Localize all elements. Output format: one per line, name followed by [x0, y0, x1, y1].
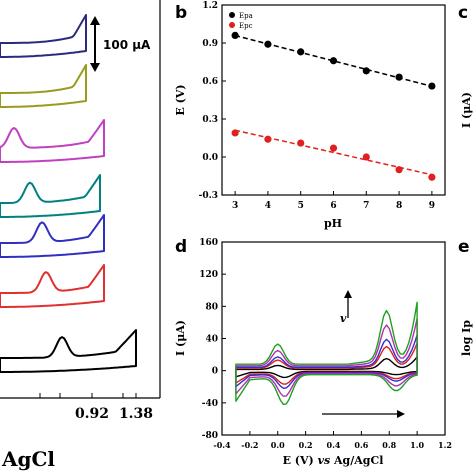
panel-b-letter: b [175, 3, 187, 23]
panel-b-ticks: 3 4 5 6 7 8 9 -0.3 0.0 0.3 0.6 0.9 1.2 [199, 1, 435, 211]
x-title-part: E (V) [283, 454, 318, 467]
panel-d-y-axis-title: I (μA) [174, 320, 187, 356]
panel-b-x-tick-label: 7 [363, 201, 369, 211]
panel-e-letter: e [458, 237, 470, 257]
scan-rate-arrow-head [344, 290, 352, 298]
panel-b-data-point [395, 166, 403, 174]
panel-a-x-tick-label: 1.38 [119, 406, 153, 422]
panel-b-data-point [362, 67, 370, 75]
panel-b-y-tick-label: 0.9 [202, 39, 218, 49]
panel-a-cv-curve [0, 64, 87, 108]
legend-marker-epa [229, 12, 235, 18]
panel-d-x-tick-label: -0.4 [213, 440, 231, 450]
panel-b-legend: Epa Epc [229, 12, 253, 30]
panel-b-x-tick-label: 3 [232, 201, 238, 211]
panel-d-frame [221, 241, 446, 436]
panel-e-y-axis-title: log Ip [460, 320, 473, 356]
panel-d-x-axis-title: E (V) vs Ag/AgCl [283, 454, 384, 467]
panel-a-cv-curve [0, 214, 105, 258]
panel-b-x-axis-title: pH [324, 217, 342, 230]
panel-d-x-tick-label: -0.2 [241, 440, 258, 450]
panel-d-y-tick-label: 40 [205, 335, 218, 345]
scale-bar-arrow-up [90, 16, 100, 25]
panel-b-data-point [362, 153, 370, 161]
panel-b-x-tick-label: 5 [298, 201, 304, 211]
panel-a-x-tick-label: 0.92 [75, 406, 109, 422]
panel-b-data-point [264, 135, 272, 143]
legend-label-epa: Epa [239, 12, 253, 20]
panel-d-x-tick-label: 0.8 [382, 440, 396, 450]
scale-bar-label: 100 μA [103, 38, 151, 52]
panel-b-data-point [264, 40, 272, 48]
panel-d-ticks: -0.4 -0.2 0.0 0.2 0.4 0.6 0.8 1.0 1.2 -80 -40 0 40 80… [199, 238, 452, 450]
panel-d-y-tick-label: 0 [212, 367, 218, 377]
panel-b-data-point [297, 48, 305, 56]
panel-b-x-tick-label: 6 [330, 201, 336, 211]
panel-b-y-tick-label: 0.0 [202, 153, 218, 163]
panel-b-x-tick-label: 9 [429, 201, 435, 211]
panel-b-data-point [428, 82, 436, 90]
panel-c-y-axis-title: I (μA) [460, 92, 473, 128]
panel-b-data-point [428, 173, 436, 181]
panel-d-y-tick-label: -80 [202, 431, 218, 441]
x-title-part: Ag/AgCl [330, 454, 383, 467]
panel-a-cv-curve [0, 119, 105, 163]
panel-d-cv-curve [235, 334, 418, 389]
panel-b-fit-line [234, 129, 433, 176]
panel-d-y-tick-label: 160 [199, 238, 218, 248]
panel-d-y-tick-label: -40 [202, 399, 218, 409]
panel-a-curves [0, 14, 137, 373]
panel-d-x-tick-label: 1.2 [438, 440, 452, 450]
panel-a-cv-curve [0, 14, 87, 58]
panel-b-x-tick-label: 8 [396, 201, 402, 211]
panel-d-cv-curve [235, 318, 418, 397]
panel-b-y-tick-label: 0.6 [202, 77, 218, 87]
panel-a: 0.92 1.38 AgCl 100 μA [0, 0, 161, 471]
panel-b-data-point [297, 139, 305, 147]
panel-d: d -0.4 -0.2 0.0 0.2 0.4 0.6 0.8 1.0 1.2 -80 -40 0 40… [174, 237, 452, 467]
scan-direction-arrow-head [397, 410, 405, 418]
panel-b-frame [221, 4, 446, 196]
panel-d-x-tick-label: 0.4 [327, 440, 341, 450]
panel-d-curves [235, 301, 418, 405]
panel-b-data-point [231, 31, 239, 39]
panel-d-x-tick-label: 1.0 [410, 440, 424, 450]
panel-a-cv-curve [0, 329, 137, 373]
panel-b-y-tick-label: -0.3 [199, 191, 218, 201]
scan-rate-label: v [340, 312, 347, 325]
legend-label-epc: Epc [239, 22, 253, 30]
panel-c: c I (μA) [458, 3, 473, 128]
panel-d-x-tick-label: 0.6 [354, 440, 368, 450]
panel-e: e log Ip [458, 237, 473, 356]
panel-d-y-tick-label: 120 [199, 270, 218, 280]
panel-b-data-point [231, 129, 239, 137]
panel-b-y-tick-label: 0.3 [202, 115, 218, 125]
panel-b-data-point [329, 57, 338, 65]
panel-b: b 3 4 5 6 7 8 9 -0.3 0.0 0.3 0.6 0.9 1.2 E (V) pH Ep… [174, 1, 446, 230]
panel-a-cv-curve [0, 174, 101, 218]
scale-bar-arrow-down [90, 63, 100, 72]
panel-a-cv-curve [0, 264, 105, 308]
panel-d-y-tick-label: 80 [205, 302, 218, 312]
x-title-part: vs [318, 454, 331, 467]
panel-c-letter: c [458, 3, 468, 23]
panel-d-x-tick-label: 0.2 [299, 440, 313, 450]
panel-d-x-tick-label: 0.0 [271, 440, 285, 450]
panel-b-y-axis-title: E (V) [174, 84, 187, 115]
legend-marker-epc [229, 22, 235, 28]
panel-b-x-tick-label: 4 [265, 201, 271, 211]
panel-d-cv-curve [235, 301, 418, 405]
panel-b-data [231, 31, 436, 181]
panel-b-y-tick-label: 1.2 [202, 1, 218, 11]
panel-a-x-axis-title: AgCl [1, 447, 55, 471]
panel-d-letter: d [175, 237, 187, 257]
panel-b-data-point [395, 73, 403, 81]
panel-b-data-point [329, 144, 338, 152]
